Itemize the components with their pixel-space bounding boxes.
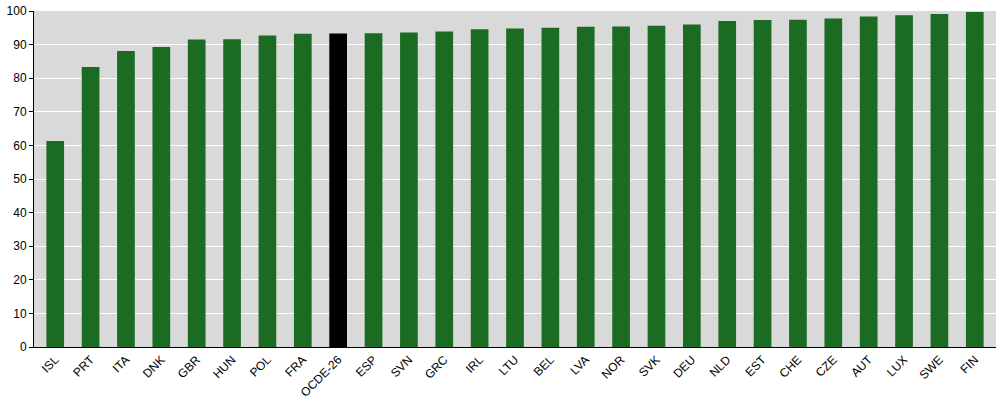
svg-text:80: 80 (13, 71, 27, 85)
svg-text:60: 60 (13, 139, 27, 153)
svg-text:30: 30 (13, 239, 27, 253)
svg-text:EST: EST (743, 352, 770, 379)
svg-text:HUN: HUN (210, 353, 238, 381)
svg-text:CHE: CHE (776, 353, 804, 381)
svg-text:LUX: LUX (884, 353, 910, 379)
svg-text:SWE: SWE (917, 353, 946, 382)
svg-text:FIN: FIN (958, 353, 982, 377)
svg-text:DNK: DNK (140, 353, 168, 381)
svg-text:40: 40 (13, 206, 27, 220)
svg-text:NOR: NOR (599, 353, 628, 382)
svg-text:NLD: NLD (707, 353, 734, 380)
svg-text:GBR: GBR (175, 353, 204, 382)
svg-text:SVN: SVN (388, 353, 415, 380)
svg-text:ITA: ITA (110, 353, 132, 375)
svg-text:OCDE-26: OCDE-26 (298, 353, 345, 400)
svg-text:BEL: BEL (531, 353, 557, 379)
svg-text:90: 90 (13, 38, 27, 52)
svg-text:GRC: GRC (422, 353, 451, 382)
svg-text:ISL: ISL (39, 353, 62, 376)
svg-text:LTU: LTU (496, 353, 521, 378)
svg-text:DEU: DEU (670, 353, 698, 381)
svg-text:IRL: IRL (463, 353, 486, 376)
svg-text:100: 100 (7, 4, 27, 18)
svg-text:20: 20 (13, 273, 27, 287)
svg-text:AUT: AUT (848, 352, 875, 379)
svg-text:ESP: ESP (353, 353, 380, 380)
svg-text:CZE: CZE (813, 353, 840, 380)
svg-text:50: 50 (13, 172, 27, 186)
svg-text:10: 10 (13, 307, 27, 321)
svg-text:0: 0 (20, 340, 27, 354)
svg-text:70: 70 (13, 105, 27, 119)
svg-text:POL: POL (247, 353, 274, 380)
svg-text:SVK: SVK (636, 353, 663, 380)
svg-text:FRA: FRA (282, 353, 309, 380)
svg-text:LVA: LVA (567, 353, 592, 378)
svg-text:PRT: PRT (70, 352, 97, 379)
